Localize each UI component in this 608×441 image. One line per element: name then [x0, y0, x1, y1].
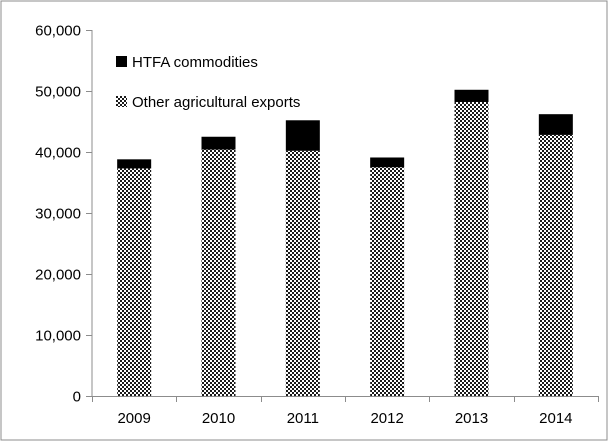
bar-other-agricultural-exports-2009: [117, 168, 152, 396]
bars: [117, 89, 573, 397]
legend: HTFA commodities Other agricultural expor…: [116, 54, 300, 111]
y-tick-label: 10,000: [35, 328, 81, 345]
y-tick-label: 40,000: [35, 145, 81, 162]
bar-other-agricultural-exports-2013: [454, 101, 489, 396]
bar-other-agricultural-exports-2011: [285, 150, 320, 396]
y-tick-label: 50,000: [35, 84, 81, 101]
y-tick-label: 30,000: [35, 206, 81, 223]
x-tick-label: 2012: [370, 410, 403, 427]
bar-htfa-commodities-2013: [454, 89, 489, 102]
bar-htfa-commodities-2014: [538, 114, 573, 135]
legend-label-other-agricultural-exports: Other agricultural exports: [132, 94, 300, 111]
bar-other-agricultural-exports-2012: [370, 167, 405, 396]
x-tick-label: 2009: [117, 410, 150, 427]
y-tick-label: 60,000: [35, 23, 81, 40]
legend-swatch-htfa-commodities: [116, 56, 127, 67]
bar-other-agricultural-exports-2014: [538, 134, 573, 397]
x-tick-label: 2013: [455, 410, 488, 427]
y-axis: 0 10,000 20,000 30,000 40,000 50,000 60,000: [35, 23, 93, 406]
x-tick-label: 2010: [202, 410, 235, 427]
bar-htfa-commodities-2009: [117, 159, 152, 169]
bar-htfa-commodities-2012: [370, 157, 405, 168]
bar-other-agricultural-exports-2010: [201, 149, 236, 396]
legend-swatch-other-agricultural-exports: [116, 96, 127, 107]
y-tick-label: 0: [73, 389, 81, 406]
bar-htfa-commodities-2011: [285, 120, 320, 151]
x-tick-label: 2011: [287, 410, 319, 427]
legend-label-htfa-commodities: HTFA commodities: [132, 54, 258, 71]
y-tick-label: 20,000: [35, 267, 81, 284]
bar-htfa-commodities-2010: [201, 136, 236, 150]
x-axis: 2009 2010 2011 2012 2013 2014: [92, 396, 599, 427]
x-tick-label: 2014: [539, 410, 572, 427]
